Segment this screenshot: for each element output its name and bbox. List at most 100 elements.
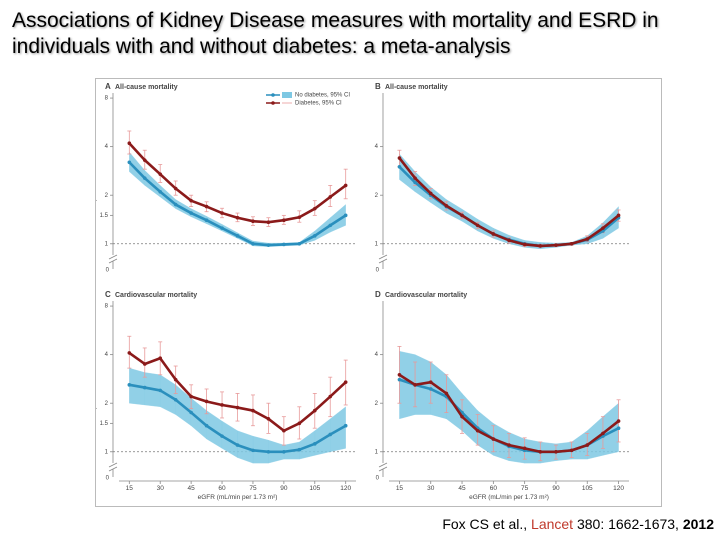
y-axis-label: Adjusted hazard ratio (95, 355, 97, 417)
y-break-label: 0 (376, 268, 380, 274)
axis-break (378, 254, 388, 260)
series-point (491, 437, 496, 441)
series-point (235, 405, 240, 410)
series-point (297, 215, 302, 220)
citation: Fox CS et al., Lancet 380: 1662-1673, 20… (442, 516, 714, 532)
x-axis-label: eGFR (mL/min per 1.73 m²) (198, 494, 278, 501)
series-point (397, 164, 402, 169)
y-break-label: 0 (376, 476, 380, 482)
series-point (554, 449, 558, 454)
y-tick-label: 8 (105, 96, 109, 102)
panel-label: D (375, 290, 381, 299)
series-point (266, 220, 271, 225)
series-point (569, 448, 574, 453)
legend-label: No diabetes, 95% CI (295, 93, 350, 99)
series-point (601, 226, 605, 230)
series-point (413, 383, 417, 387)
series-point (189, 394, 193, 399)
panel-title: All-cause mortality (385, 84, 448, 91)
x-tick-label: 75 (521, 485, 529, 492)
series-point (343, 380, 348, 384)
y-tick-label: 1 (105, 449, 109, 455)
series-point (297, 447, 302, 452)
x-tick-label: 105 (582, 485, 593, 492)
series-point (158, 356, 163, 361)
series-point (266, 243, 271, 247)
series-point (475, 428, 480, 433)
x-tick-label: 120 (613, 485, 624, 492)
y-break-label: 0 (106, 268, 110, 274)
series-point (491, 232, 496, 236)
series-point (328, 394, 333, 399)
series-point (127, 141, 132, 146)
x-tick-label: 105 (309, 485, 320, 492)
axis-break (108, 462, 118, 468)
series-point (220, 211, 224, 215)
axis-break (378, 462, 388, 468)
series-point (251, 241, 255, 246)
panel-label: C (105, 290, 111, 299)
series-point (251, 408, 255, 413)
citation-year: 2012 (682, 516, 714, 532)
series-point (444, 203, 449, 208)
y-tick-label: 1.5 (100, 213, 109, 219)
series-point (397, 377, 402, 382)
series-point (312, 442, 317, 446)
series-point (312, 206, 317, 211)
y-tick-label: 4 (105, 144, 109, 150)
series-point (173, 186, 178, 191)
series-point (616, 426, 621, 430)
figure: A All-cause mortality 0 1 1.5 2 4 8 Adjusted haz… (95, 78, 662, 507)
series-point (538, 244, 543, 248)
series-point (397, 156, 402, 160)
panel-label: B (375, 82, 381, 91)
y-tick-label: 4 (105, 352, 109, 358)
x-axis-label: eGFR (mL/min per 1.73 m²) (469, 494, 549, 501)
x-tick-label: 120 (340, 485, 351, 492)
series-point (312, 408, 317, 413)
legend-dot (271, 93, 275, 97)
y-tick-label: 1.5 (100, 421, 109, 427)
series-point (475, 223, 480, 228)
citation-authors: Fox CS et al., (442, 516, 528, 532)
series-point (507, 238, 511, 243)
series-point (142, 158, 147, 162)
series-point (127, 383, 132, 387)
series-point (235, 234, 240, 238)
slide-title: Associations of Kidney Disease measures … (12, 9, 659, 58)
series-point (522, 242, 527, 247)
series-point (282, 242, 286, 247)
y-tick-label: 4 (375, 352, 379, 358)
series-point (158, 388, 163, 393)
series-point (413, 180, 417, 185)
series-point (189, 198, 193, 203)
y-break-label: 0 (106, 476, 110, 482)
series-point (428, 387, 433, 391)
legend-swatch (282, 92, 292, 98)
series-point (282, 428, 286, 433)
series-point (312, 234, 317, 238)
series-point (173, 397, 178, 402)
ci-band (330, 204, 346, 233)
series-point (204, 218, 209, 222)
series-point (522, 446, 527, 451)
series-point (173, 377, 178, 382)
series-point (282, 218, 286, 222)
x-tick-label: 15 (126, 485, 134, 492)
series-point (343, 423, 348, 428)
x-tick-label: 90 (280, 485, 288, 492)
series-point (297, 241, 302, 246)
x-tick-label: 45 (458, 485, 466, 492)
x-tick-label: 45 (188, 485, 196, 492)
series-point (142, 362, 147, 366)
x-tick-label: 15 (396, 485, 404, 492)
series-point (585, 443, 590, 447)
series-point (204, 204, 209, 209)
series-point (460, 414, 464, 419)
series-point (616, 419, 621, 423)
series-point (343, 213, 348, 218)
y-tick-label: 1 (375, 241, 379, 247)
series-point (235, 215, 240, 220)
series-point (554, 243, 558, 247)
